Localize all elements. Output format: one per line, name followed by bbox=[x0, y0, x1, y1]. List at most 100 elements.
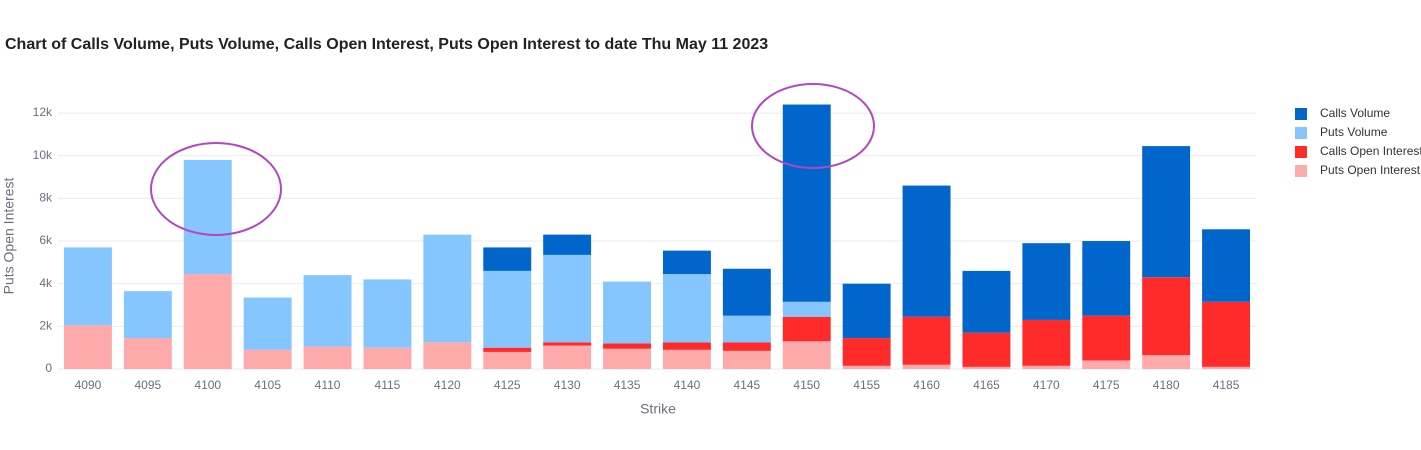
legend-swatch bbox=[1295, 127, 1307, 139]
x-tick-label: 4130 bbox=[554, 378, 581, 392]
y-tick-label: 8k bbox=[39, 191, 53, 205]
bar-segment bbox=[842, 283, 891, 339]
legend-label: Calls Open Interest bbox=[1320, 144, 1421, 158]
bar-segment bbox=[1142, 355, 1191, 369]
bar-segment bbox=[1082, 360, 1131, 369]
x-tick-label: 4175 bbox=[1093, 378, 1120, 392]
y-tick-label: 10k bbox=[33, 148, 53, 162]
y-axis-title: Puts Open Interest bbox=[1, 178, 17, 295]
bar-segment bbox=[1022, 319, 1071, 366]
bar-segment bbox=[662, 274, 711, 343]
bar-segment bbox=[782, 341, 831, 369]
bar-segment bbox=[662, 342, 711, 350]
x-tick-label: 4170 bbox=[1033, 378, 1060, 392]
bar-segment bbox=[962, 270, 1011, 333]
x-tick-label: 4185 bbox=[1213, 378, 1240, 392]
x-tick-label: 4140 bbox=[674, 378, 701, 392]
plot-area: 0 2k 4k 6k 8k 10k 12k 4090 4095 4100 4105 4110 4115 4… bbox=[33, 104, 1421, 392]
x-tick-label: 4120 bbox=[434, 378, 461, 392]
bar-segment bbox=[63, 325, 112, 369]
bar-segment bbox=[543, 234, 592, 255]
bar-segment bbox=[1142, 146, 1191, 278]
bar-segment bbox=[902, 316, 951, 365]
bar-segment bbox=[363, 279, 412, 348]
bar-segment bbox=[543, 342, 592, 346]
bar-segment bbox=[782, 316, 831, 342]
x-tick-label: 4155 bbox=[853, 378, 880, 392]
bar-segment bbox=[603, 281, 652, 344]
bar-segment bbox=[543, 345, 592, 369]
legend-swatch bbox=[1295, 108, 1307, 120]
x-tick-label: 4150 bbox=[793, 378, 820, 392]
bar-segment bbox=[543, 254, 592, 343]
bar-segment bbox=[722, 350, 771, 369]
bar-segment bbox=[1082, 241, 1131, 316]
bar-segment bbox=[962, 366, 1011, 369]
bar-segment bbox=[662, 250, 711, 275]
bar-segment bbox=[123, 338, 172, 369]
x-tick-label: 4105 bbox=[254, 378, 281, 392]
bar-segment bbox=[902, 364, 951, 369]
bar-segment bbox=[603, 343, 652, 349]
bar-segment bbox=[183, 274, 232, 369]
legend-label: Puts Volume bbox=[1320, 125, 1388, 139]
bar-segment bbox=[483, 351, 532, 369]
bar-segment bbox=[303, 346, 352, 369]
bar-segment bbox=[962, 332, 1011, 367]
bar-segment bbox=[483, 247, 532, 271]
bar-segment bbox=[123, 291, 172, 339]
bar-segment bbox=[842, 338, 891, 366]
bar-segment bbox=[1082, 315, 1131, 361]
bar-segment bbox=[902, 185, 951, 317]
x-tick-label: 4100 bbox=[194, 378, 221, 392]
bar-segment bbox=[722, 315, 771, 343]
bar-segment bbox=[1202, 301, 1251, 367]
bar-segment bbox=[303, 275, 352, 347]
x-tick-label: 4165 bbox=[973, 378, 1000, 392]
bar-segment bbox=[423, 342, 472, 369]
x-tick-label: 4180 bbox=[1153, 378, 1180, 392]
x-tick-label: 4090 bbox=[75, 378, 102, 392]
bar-segment bbox=[722, 268, 771, 316]
bar-segment bbox=[782, 104, 831, 302]
bar-segment bbox=[423, 234, 472, 343]
legend-swatch bbox=[1295, 146, 1307, 158]
y-tick-label: 2k bbox=[39, 319, 53, 333]
x-tick-label: 4125 bbox=[494, 378, 521, 392]
bar-segment bbox=[603, 348, 652, 369]
y-tick-label: 0 bbox=[45, 361, 52, 375]
bar-segment bbox=[243, 297, 292, 350]
bar-segment bbox=[483, 347, 532, 352]
bar-segment bbox=[363, 347, 412, 369]
x-axis-title: Strike bbox=[640, 401, 676, 417]
bar-segment bbox=[1022, 243, 1071, 320]
bar-segment bbox=[243, 349, 292, 369]
annotation-ellipse bbox=[150, 142, 282, 236]
x-tick-label: 4160 bbox=[913, 378, 940, 392]
y-tick-label: 12k bbox=[33, 105, 53, 119]
bar-segment bbox=[183, 159, 232, 275]
bar-segment bbox=[722, 342, 771, 351]
x-tick-label: 4145 bbox=[733, 378, 760, 392]
legend-label: Calls Volume bbox=[1320, 106, 1390, 120]
bar-segment bbox=[662, 349, 711, 369]
bar-segment bbox=[1142, 277, 1191, 356]
legend-swatch bbox=[1295, 165, 1307, 177]
x-tick-label: 4110 bbox=[315, 378, 341, 392]
bar-segment bbox=[842, 365, 891, 369]
legend-label: Puts Open Interest bbox=[1320, 163, 1421, 177]
bar-segment bbox=[63, 247, 112, 326]
x-tick-label: 4135 bbox=[614, 378, 641, 392]
bar-segment bbox=[483, 270, 532, 348]
bar-segment bbox=[1022, 365, 1071, 369]
bar-segment bbox=[1202, 366, 1251, 369]
x-tick-label: 4095 bbox=[134, 378, 161, 392]
y-tick-label: 4k bbox=[39, 276, 53, 290]
x-tick-label: 4115 bbox=[375, 378, 401, 392]
y-tick-label: 6k bbox=[39, 233, 53, 247]
bar-segment bbox=[782, 301, 831, 317]
chart-title: Chart of Calls Volume, Puts Volume, Call… bbox=[5, 36, 768, 53]
annotation-ellipse bbox=[751, 83, 875, 169]
